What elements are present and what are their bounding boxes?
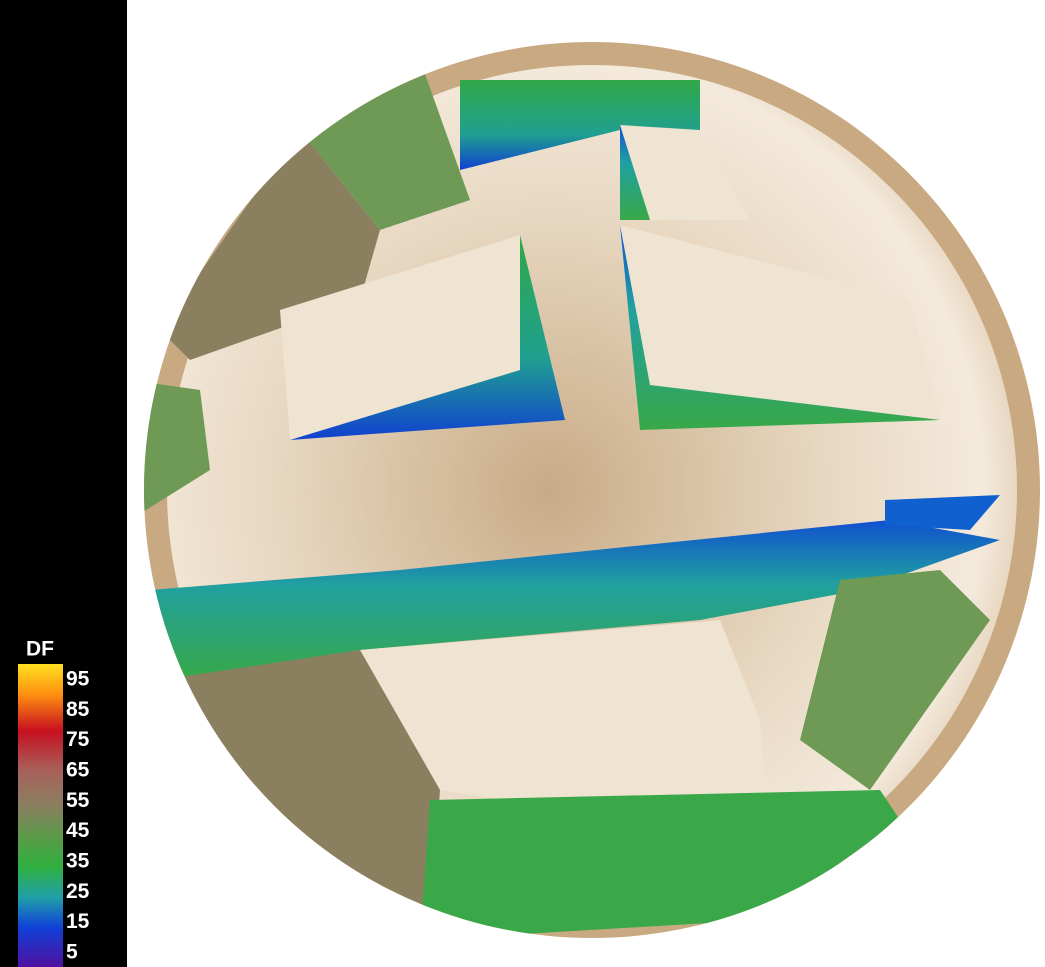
- panel: [160, 650, 440, 930]
- legend-label: 25: [66, 880, 90, 903]
- legend-title: DF: [26, 638, 54, 661]
- panel: [800, 570, 990, 790]
- legend-labels: 95 85 75 65 55 45 35 25 15 5: [66, 668, 90, 964]
- panel: [150, 520, 1000, 680]
- legend-label: 15: [66, 910, 90, 933]
- panel: [460, 80, 700, 170]
- legend-label: 35: [66, 850, 90, 873]
- panel: [290, 235, 565, 440]
- legend-label: 95: [66, 668, 90, 691]
- legend-label: 55: [66, 789, 90, 812]
- legend-label: 85: [66, 698, 90, 721]
- panel: [620, 225, 940, 430]
- legend-label: 5: [66, 941, 78, 964]
- legend-label: 45: [66, 819, 90, 842]
- legend-label: 75: [66, 728, 90, 751]
- legend-label: 65: [66, 759, 90, 782]
- panel: [620, 125, 650, 220]
- color-bar: [18, 664, 63, 967]
- panel: [885, 495, 1000, 530]
- panel: [620, 125, 750, 220]
- panel: [620, 225, 940, 430]
- panel: [360, 620, 770, 840]
